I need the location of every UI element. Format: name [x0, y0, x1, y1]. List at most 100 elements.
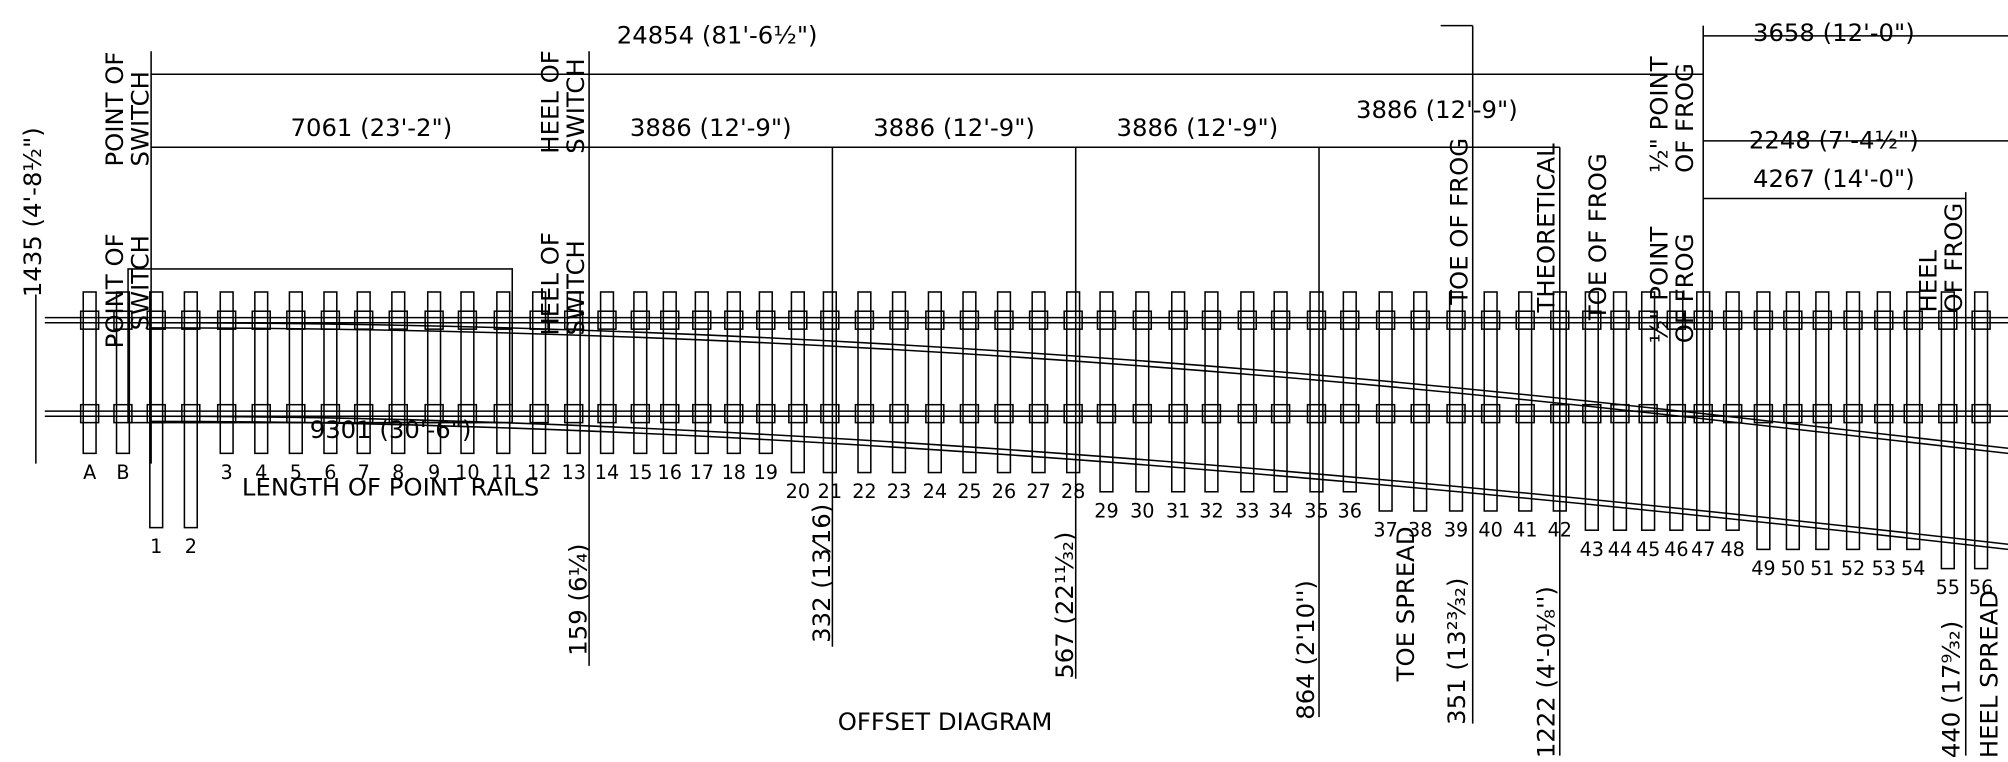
tie-plate [854, 310, 875, 330]
tie-plate [457, 310, 478, 330]
label: SWITCH [561, 58, 590, 153]
tie-plate [788, 310, 808, 330]
tie-number: 30 [1130, 499, 1154, 522]
tie-plate [1446, 403, 1466, 424]
tie-plate [994, 310, 1014, 330]
tie [927, 291, 943, 474]
tie [1204, 291, 1219, 493]
tie-plate [597, 310, 617, 330]
tie-plate [1237, 310, 1258, 330]
tie-plate [1874, 310, 1894, 330]
rail [151, 415, 2008, 546]
tie-number: 48 [1720, 538, 1744, 561]
tie-number: 19 [754, 461, 778, 484]
tie-plate [788, 403, 808, 424]
tie [149, 291, 164, 529]
tie [1378, 291, 1393, 512]
tie-number: 35 [1304, 499, 1328, 522]
tie-plate [113, 403, 133, 424]
tie-number: 8 [392, 461, 404, 484]
rail [151, 321, 2008, 449]
tie [1518, 291, 1533, 512]
label: POINT OF [100, 233, 129, 348]
tie [1099, 291, 1114, 493]
tie-number: 33 [1235, 499, 1259, 522]
tie [1273, 291, 1288, 493]
tie [857, 291, 872, 474]
tie [962, 291, 977, 474]
tie-plate [1783, 310, 1803, 330]
tie-number: 40 [1478, 519, 1502, 542]
tie-plate [1446, 310, 1466, 330]
tie-plate [1028, 310, 1049, 330]
tie-number: 16 [658, 461, 682, 484]
tie-plate [630, 403, 651, 424]
tie-plate [1812, 403, 1833, 424]
tie-number: 46 [1664, 538, 1688, 561]
tie-plate [1874, 403, 1894, 424]
tie-plate [724, 310, 744, 330]
label: ½" POINT [1644, 56, 1673, 173]
tie [633, 291, 648, 455]
tie-plate [692, 403, 712, 424]
tie-plate [1201, 403, 1222, 424]
tie-plate [1028, 403, 1049, 424]
tie-plate [994, 403, 1014, 424]
rail [151, 420, 2008, 551]
tie-number: 49 [1751, 557, 1775, 580]
tie-number: 20 [786, 480, 810, 503]
tie-plate [925, 310, 945, 330]
tie-number: 24 [923, 480, 947, 503]
tie [288, 291, 303, 455]
tie-plate [959, 403, 980, 424]
tie-plate [113, 310, 133, 330]
label: SWITCH [126, 71, 155, 166]
tie [1940, 291, 1955, 570]
label: LENGTH OF POINT RAILS [242, 473, 539, 502]
tie-number: 25 [957, 480, 981, 503]
tie-plate [1903, 310, 1923, 330]
label: TOE OF FROG [1583, 153, 1612, 321]
tie-number: 55 [1936, 576, 1960, 599]
spread-label: TOE SPREAD [1391, 526, 1420, 682]
tie [822, 291, 838, 474]
dim-text: 3886 (12'-9") [873, 113, 1035, 142]
tie-number: 56 [1969, 576, 1993, 599]
tie-number: 45 [1636, 538, 1660, 561]
tie [1240, 291, 1255, 493]
tie [1785, 291, 1801, 551]
tie [694, 291, 709, 455]
tie-plate [1515, 310, 1535, 330]
dim-text: 3658 (12'-0") [1753, 18, 1915, 47]
tie-plate [1132, 310, 1153, 330]
tie-plate [597, 403, 617, 424]
tie-plate [529, 403, 549, 424]
tie-number: 43 [1580, 538, 1604, 561]
tie-plate [1515, 403, 1535, 424]
tie-plate [660, 310, 680, 330]
tie-number: B [116, 461, 129, 484]
tie [1876, 291, 1891, 551]
dim-text: 7061 (23'-2") [291, 113, 453, 142]
tie [1309, 291, 1324, 493]
dim-text: 3886 (12'-9") [1356, 95, 1518, 124]
tie-plate [1168, 310, 1188, 330]
tie-plate [79, 403, 100, 424]
tie-plate [1971, 403, 1991, 424]
tie-number: 34 [1268, 499, 1292, 522]
offset: 351 (13²³⁄₃₂) [1442, 578, 1471, 725]
tie-plate [1480, 310, 1501, 330]
tie-plate [1340, 403, 1360, 424]
tie-number: A [83, 461, 96, 484]
rail [151, 327, 2008, 455]
tie-plate [1270, 310, 1291, 330]
tie-plate [1270, 403, 1291, 424]
label: OF FROG [1670, 233, 1699, 343]
tie-number: 23 [887, 480, 911, 503]
tie-plate [1582, 310, 1602, 330]
title: OFFSET DIAGRAM [838, 707, 1053, 736]
tie-number: 50 [1781, 557, 1805, 580]
tie-plate [1096, 403, 1117, 424]
label: SWITCH [126, 235, 155, 330]
tie-plate [756, 403, 776, 424]
